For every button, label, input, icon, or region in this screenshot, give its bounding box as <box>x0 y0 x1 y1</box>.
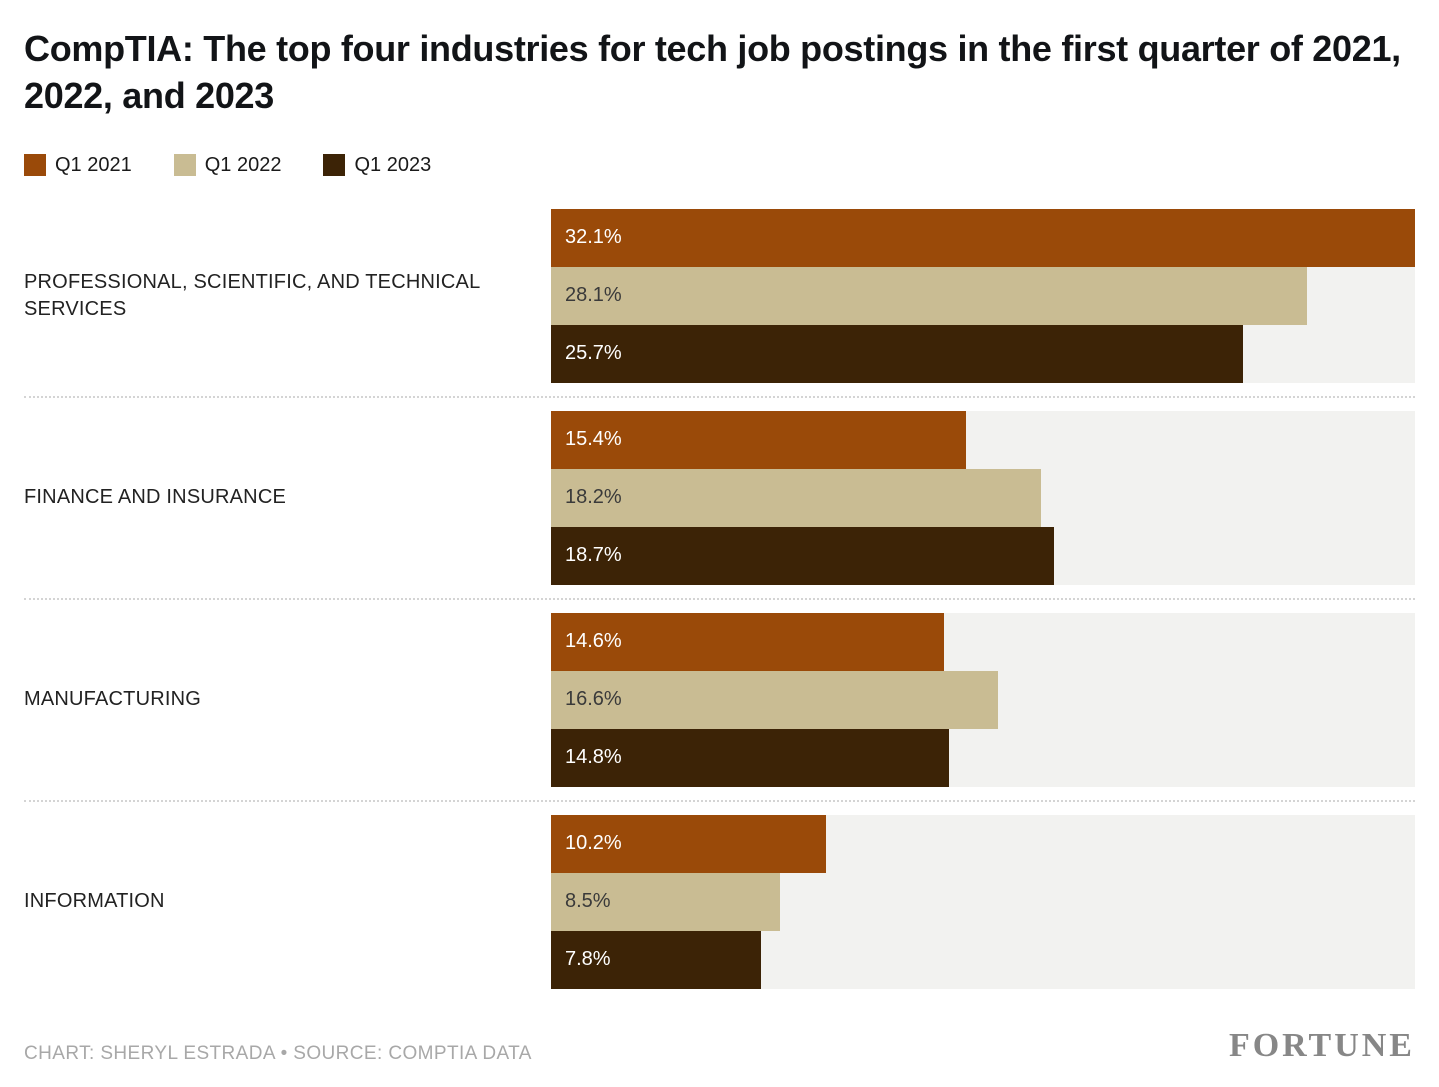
bar-track: 16.6% <box>551 670 1415 729</box>
bar-q1-2022: 16.6% <box>551 670 998 729</box>
bar-track: 18.7% <box>551 526 1415 585</box>
bar-track: 15.4% <box>551 410 1415 469</box>
category-label: FINANCE AND INSURANCE <box>24 486 287 509</box>
bar-track: 28.1% <box>551 266 1415 325</box>
category-group: FINANCE AND INSURANCE 15.4% 18.2% 18.7% <box>24 395 1415 585</box>
legend-swatch <box>323 154 346 177</box>
category-group: INFORMATION 10.2% 8.5% 7.8% <box>24 799 1415 989</box>
bar-track: 18.2% <box>551 468 1415 527</box>
category-group: PROFESSIONAL, SCIENTIFIC, AND TECHNICAL … <box>24 208 1415 383</box>
bar-track: 14.6% <box>551 612 1415 671</box>
bar-chart: PROFESSIONAL, SCIENTIFIC, AND TECHNICAL … <box>24 208 1415 989</box>
chart-credit: CHART: SHERYL ESTRADA • SOURCE: COMPTIA … <box>24 1043 532 1064</box>
bar-track: 7.8% <box>551 930 1415 989</box>
legend-swatch <box>24 154 46 177</box>
bar-group: 14.6% 16.6% 14.8% <box>551 612 1415 787</box>
bar-value-label: 28.1% <box>565 284 622 307</box>
bar-track: 32.1% <box>551 208 1415 267</box>
bar-value-label: 10.2% <box>565 832 622 855</box>
footer: CHART: SHERYL ESTRADA • SOURCE: COMPTIA … <box>24 1027 1415 1065</box>
legend-item-q1-2021: Q1 2021 <box>24 154 132 177</box>
category-label: INFORMATION <box>24 890 165 913</box>
bar-value-label: 15.4% <box>565 428 622 451</box>
bar-group: 32.1% 28.1% 25.7% <box>551 208 1415 383</box>
bar-group: 15.4% 18.2% 18.7% <box>551 410 1415 585</box>
bar-value-label: 8.5% <box>565 890 611 913</box>
category-label: PROFESSIONAL, SCIENTIFIC, AND TECHNICAL … <box>24 270 480 320</box>
legend-swatch <box>173 154 196 177</box>
bar-q1-2021: 32.1% <box>551 208 1415 267</box>
bar-q1-2022: 18.2% <box>551 468 1041 527</box>
legend: Q1 2021 Q1 2022 Q1 2023 <box>24 154 1415 177</box>
bar-track: 14.8% <box>551 728 1415 787</box>
bar-track: 25.7% <box>551 324 1415 383</box>
bar-track: 10.2% <box>551 814 1415 873</box>
bar-value-label: 32.1% <box>565 226 622 249</box>
bar-q1-2023: 14.8% <box>551 728 950 787</box>
legend-item-q1-2022: Q1 2022 <box>173 153 282 177</box>
bar-q1-2023: 7.8% <box>551 930 761 989</box>
category-label: MANUFACTURING <box>24 688 202 711</box>
bar-value-label: 18.2% <box>565 486 622 509</box>
bar-value-label: 25.7% <box>565 342 622 365</box>
bar-value-label: 7.8% <box>565 948 611 971</box>
bar-q1-2021: 14.6% <box>551 612 944 671</box>
legend-label: Q1 2022 <box>204 153 282 176</box>
bar-q1-2021: 10.2% <box>551 814 826 873</box>
bar-value-label: 14.8% <box>565 746 622 769</box>
chart-title: CompTIA: The top four industries for tec… <box>24 28 1401 116</box>
bar-value-label: 18.7% <box>565 544 622 567</box>
bar-value-label: 14.6% <box>565 630 622 653</box>
legend-label: Q1 2023 <box>354 153 432 176</box>
bar-track: 8.5% <box>551 872 1415 931</box>
bar-q1-2022: 8.5% <box>551 872 780 931</box>
legend-label: Q1 2021 <box>55 153 132 176</box>
bar-q1-2021: 15.4% <box>551 410 966 469</box>
bar-value-label: 16.6% <box>565 688 622 711</box>
bar-q1-2023: 25.7% <box>551 324 1243 383</box>
legend-item-q1-2023: Q1 2023 <box>323 154 431 177</box>
fortune-logo: FORTUNE <box>1228 1027 1415 1064</box>
category-group: MANUFACTURING 14.6% 16.6% 14.8% <box>24 597 1415 787</box>
bar-group: 10.2% 8.5% 7.8% <box>551 814 1415 989</box>
bar-q1-2023: 18.7% <box>551 526 1055 585</box>
bar-q1-2022: 28.1% <box>551 266 1308 325</box>
